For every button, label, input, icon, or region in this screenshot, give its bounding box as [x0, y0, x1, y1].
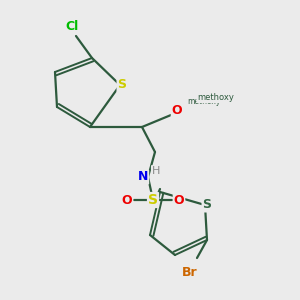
Text: N: N	[138, 170, 148, 184]
Text: S: S	[118, 79, 127, 92]
Text: H: H	[152, 166, 160, 176]
Text: methoxy: methoxy	[197, 94, 234, 103]
Text: methoxy: methoxy	[187, 98, 220, 106]
Text: Br: Br	[182, 266, 198, 278]
Text: O: O	[174, 194, 184, 206]
Text: O: O	[122, 194, 132, 206]
Text: Cl: Cl	[65, 20, 79, 32]
Text: S: S	[202, 199, 211, 212]
Text: O: O	[172, 103, 182, 116]
Text: S: S	[148, 193, 158, 207]
